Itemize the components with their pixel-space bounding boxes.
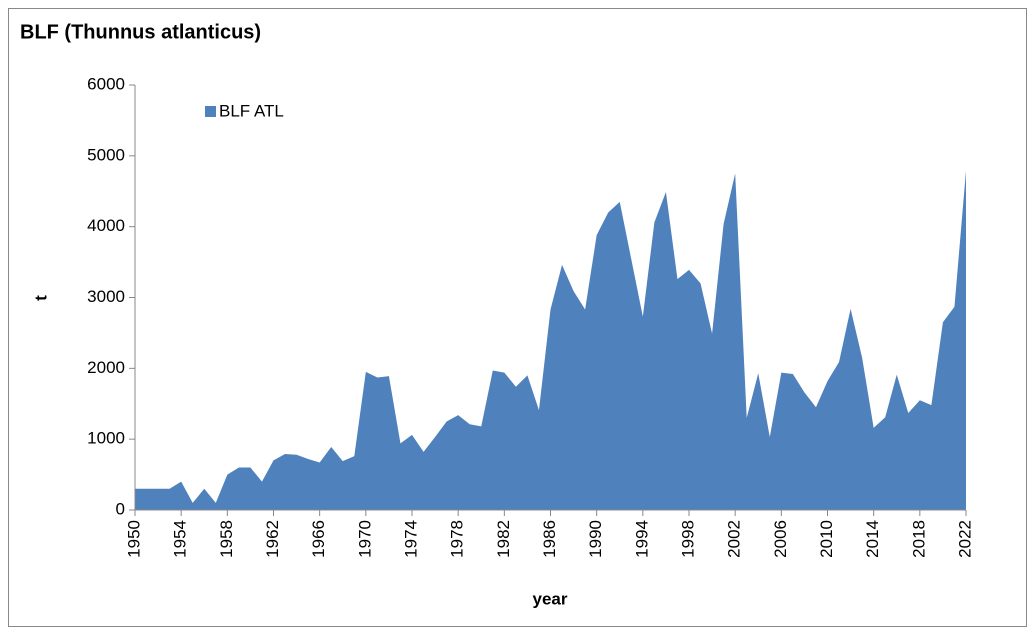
area: [135, 170, 966, 511]
x-tick-label: 1986: [540, 520, 559, 558]
chart-border: [8, 8, 1027, 627]
chart-title: BLF (Thunnus atlanticus): [20, 21, 261, 43]
x-tick-label: 1990: [586, 520, 605, 558]
legend-label: BLF ATL: [219, 101, 284, 120]
x-tick-label: 1974: [401, 520, 420, 558]
x-tick-label: 1998: [678, 520, 697, 558]
x-tick-label: 2022: [955, 520, 974, 558]
legend-swatch: [205, 106, 216, 117]
x-tick-label: 2014: [863, 520, 882, 558]
x-tick-label: 1970: [355, 520, 374, 558]
x-tick-label: 1954: [171, 520, 190, 558]
y-tick-label: 3000: [87, 287, 125, 306]
x-tick-label: 1966: [309, 520, 328, 558]
x-tick-label: 1978: [448, 520, 467, 558]
y-tick-label: 5000: [87, 145, 125, 164]
y-tick-label: 0: [116, 499, 125, 518]
x-tick-label: 1958: [217, 520, 236, 558]
x-axis-label: year: [533, 589, 568, 608]
y-axis-label: t: [31, 295, 50, 301]
y-tick-label: 2000: [87, 358, 125, 377]
y-tick-label: 1000: [87, 429, 125, 448]
x-tick-label: 1962: [263, 520, 282, 558]
x-tick-label: 2018: [909, 520, 928, 558]
x-tick-label: 2010: [817, 520, 836, 558]
x-tick-label: 2006: [771, 520, 790, 558]
x-tick-label: 1950: [124, 520, 143, 558]
x-tick-label: 2002: [725, 520, 744, 558]
x-tick-label: 1994: [632, 520, 651, 558]
x-tick-label: 1982: [494, 520, 513, 558]
y-tick-label: 6000: [87, 74, 125, 93]
y-tick-label: 4000: [87, 216, 125, 235]
